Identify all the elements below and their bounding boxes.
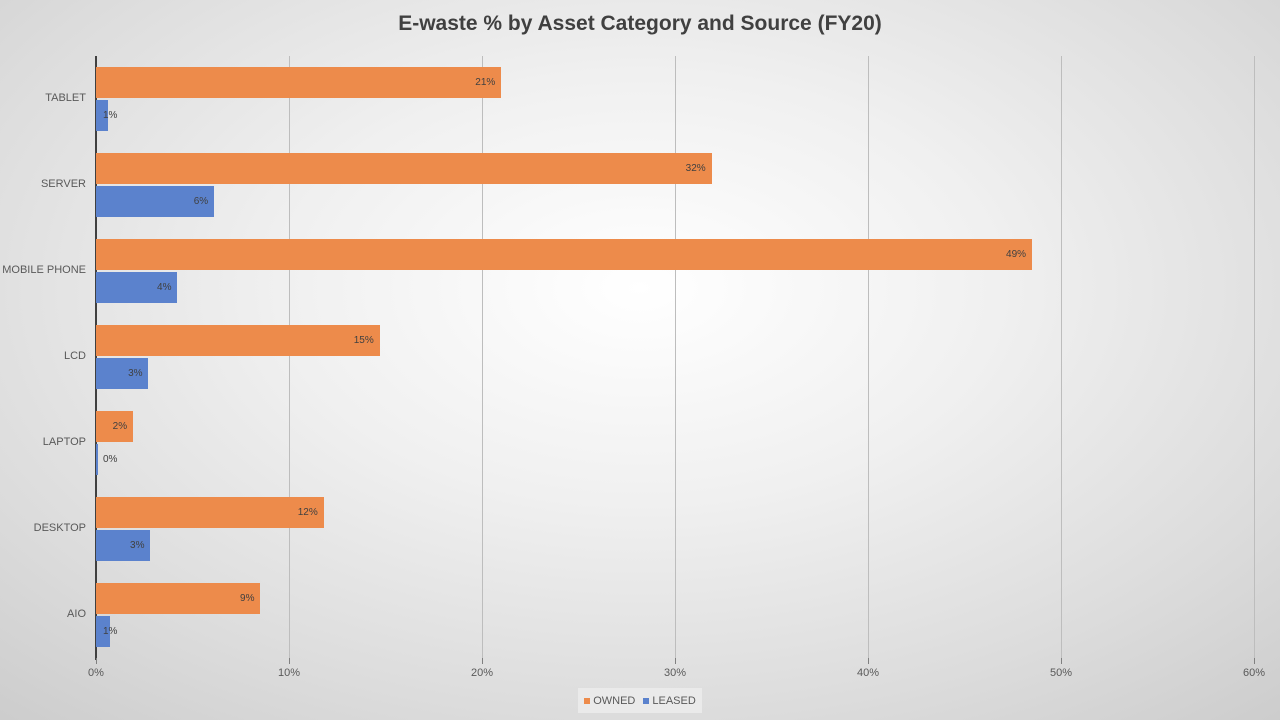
x-tick	[675, 658, 676, 664]
bar-leased[interactable]	[96, 616, 110, 647]
bar-owned[interactable]	[96, 497, 324, 528]
data-label: 15%	[353, 335, 374, 346]
bar-leased[interactable]	[96, 444, 98, 475]
legend-label-leased: LEASED	[652, 694, 696, 707]
category-label: TABLET	[45, 92, 86, 104]
category-label: LCD	[63, 350, 86, 362]
bar-owned[interactable]	[96, 153, 712, 184]
bar-owned[interactable]	[96, 583, 261, 614]
bar-owned[interactable]	[96, 411, 133, 442]
owned-swatch-icon	[584, 697, 591, 704]
bar-leased[interactable]	[96, 530, 151, 561]
legend: OWNED LEASED	[578, 688, 702, 713]
chart-title: E-waste % by Asset Category and Source (…	[398, 12, 882, 35]
bar-owned[interactable]	[96, 325, 380, 356]
data-label: 9%	[240, 593, 255, 604]
gridline	[482, 56, 483, 658]
bar-leased[interactable]	[96, 186, 214, 217]
data-label: 1%	[103, 110, 118, 121]
gridline	[1254, 56, 1255, 658]
x-tick-label: 10%	[277, 667, 301, 679]
x-tick	[1061, 658, 1062, 664]
x-tick-label: 20%	[470, 667, 494, 679]
category-label: MOBILE PHONE	[2, 264, 86, 276]
data-label: 1%	[103, 626, 118, 637]
bar-leased[interactable]	[96, 272, 178, 303]
data-label: 3%	[130, 540, 145, 551]
bar-leased[interactable]	[96, 100, 108, 131]
legend-label-owned: OWNED	[593, 694, 636, 707]
x-tick	[868, 658, 869, 664]
bar-owned[interactable]	[96, 67, 502, 98]
data-label: 4%	[157, 282, 172, 293]
x-tick-label: 0%	[88, 667, 104, 679]
gridline	[1061, 56, 1062, 658]
category-label: AIO	[67, 608, 86, 620]
data-label: 12%	[297, 507, 318, 518]
data-label: 2%	[112, 421, 128, 432]
data-label: 21%	[475, 77, 496, 88]
category-label: DESKTOP	[33, 522, 86, 534]
data-label: 3%	[128, 368, 143, 379]
data-label: 49%	[1006, 249, 1027, 260]
x-tick-label: 30%	[663, 667, 687, 679]
x-tick-label: 50%	[1049, 667, 1073, 679]
x-tick	[289, 658, 290, 664]
gridline	[675, 56, 676, 658]
x-tick	[482, 658, 483, 664]
data-label: 6%	[193, 196, 209, 207]
x-tick	[96, 658, 97, 664]
category-label: LAPTOP	[42, 436, 86, 448]
data-label: 32%	[685, 163, 706, 174]
x-tick	[1254, 658, 1255, 664]
gridline	[868, 56, 869, 658]
plot-area: 21% 1% 32% 6% 49% 4% 15% 3% 2% 0% 12% 3% 9% 1%	[95, 56, 1255, 664]
category-label: SERVER	[40, 178, 86, 190]
legend-item-leased: LEASED	[643, 694, 696, 707]
x-tick-label: 60%	[1242, 667, 1266, 679]
legend-item-owned: OWNED	[584, 695, 635, 707]
bar-leased[interactable]	[96, 358, 149, 389]
bar-owned[interactable]	[96, 239, 1033, 270]
gridline	[289, 56, 290, 658]
data-label: 0%	[103, 454, 118, 465]
x-tick-label: 40%	[856, 667, 880, 679]
leased-swatch-icon	[643, 697, 650, 704]
